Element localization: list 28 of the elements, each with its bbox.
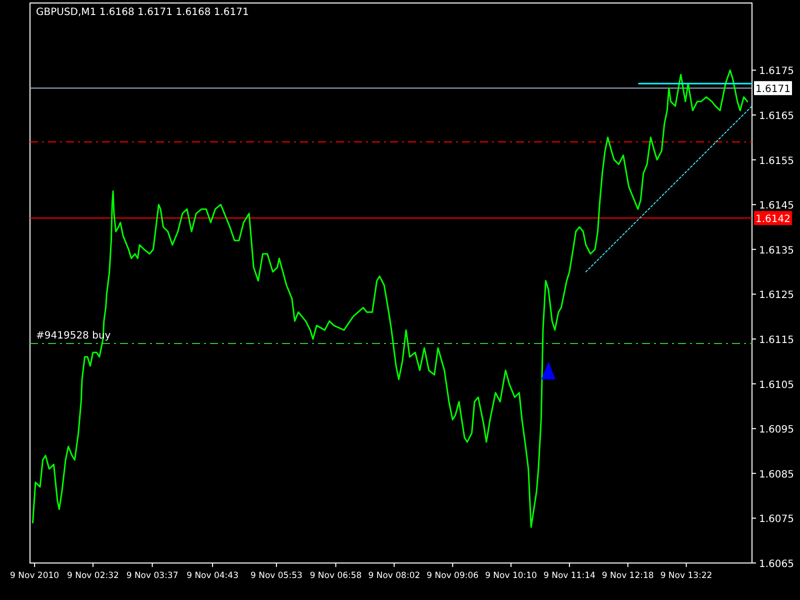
y-tick-label: 1.6085 <box>759 469 794 480</box>
y-tick-label: 1.6065 <box>759 559 794 570</box>
x-tick-label: 9 Nov 12:18 <box>602 571 654 581</box>
x-tick-label: 9 Nov 02:32 <box>67 571 119 581</box>
y-tick-label: 1.6145 <box>759 200 794 212</box>
y-tick-label: 1.6135 <box>759 245 794 256</box>
x-tick-label: 9 Nov 13:22 <box>660 571 712 581</box>
y-tick-label: 1.6155 <box>759 156 794 167</box>
y-tick-label: 1.6075 <box>759 514 794 526</box>
x-tick-label: 9 Nov 2010 <box>10 571 60 581</box>
x-tick-label: 9 Nov 10:10 <box>485 571 537 581</box>
x-tick-label: 9 Nov 11:14 <box>543 571 596 581</box>
y-tick-label: 1.6095 <box>759 424 794 436</box>
y-tick-label: 1.6105 <box>759 380 794 391</box>
y-tick-label: 1.6115 <box>759 335 794 346</box>
line-series <box>32 69 748 528</box>
x-tick-label: 9 Nov 09:06 <box>426 571 479 581</box>
x-tick-label: 9 Nov 06:58 <box>310 571 362 581</box>
x-tick-label: 9 Nov 08:02 <box>368 571 420 581</box>
y-tick-label: 1.6165 <box>759 111 794 122</box>
x-tick-label: 9 Nov 04:43 <box>186 571 239 581</box>
ref-line-label: 1.6171 <box>756 84 790 96</box>
y-tick-label: 1.6125 <box>759 290 794 302</box>
chart-title: GBPUSD,M1 1.6168 1.6171 1.6168 1.6171 <box>36 7 249 18</box>
x-tick-label: 9 Nov 03:37 <box>126 571 178 581</box>
y-tick-label: 1.6175 <box>759 66 794 78</box>
ref-line-label: 1.6142 <box>756 214 790 226</box>
x-tick-label: 9 Nov 05:53 <box>250 571 302 581</box>
